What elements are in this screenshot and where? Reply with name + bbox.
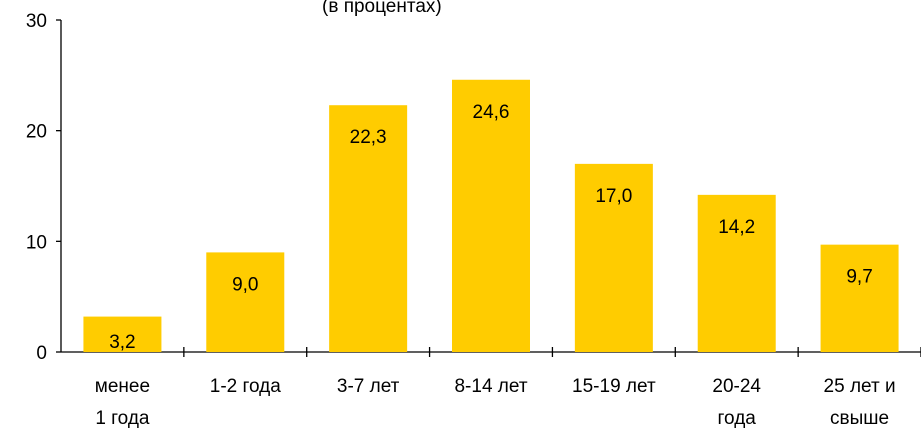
data-label: 14,2 (718, 217, 755, 238)
x-tick-label: 1 года (95, 408, 150, 429)
y-tick-label: 20 (26, 122, 47, 143)
y-axis: 0 10 20 30 (26, 11, 62, 364)
data-label: 3,2 (109, 332, 135, 353)
y-tick-label: 0 (36, 343, 47, 364)
chart-title: (в процентах) (322, 0, 442, 17)
data-label: 24,6 (473, 102, 510, 123)
bar (452, 79, 530, 352)
data-label: 22,3 (350, 127, 387, 148)
y-tick-label: 30 (26, 11, 47, 32)
bar (329, 105, 408, 352)
x-tick-label: свыше (830, 408, 889, 429)
data-label: 9,0 (232, 274, 258, 295)
bar (83, 316, 162, 352)
x-tick-label: 3-7 лет (337, 376, 400, 397)
data-label: 9,7 (846, 267, 872, 288)
x-tick-label: 15-19 лет (572, 376, 656, 397)
bar (820, 244, 899, 352)
x-tick-label: 8-14 лет (454, 376, 527, 397)
x-tick-label: 25 лет и (824, 376, 896, 397)
x-tick-label: менее (95, 376, 150, 397)
x-tick-label: 1-2 года (210, 376, 281, 397)
x-tick-label: года (718, 408, 757, 429)
bar (206, 252, 285, 352)
data-label: 17,0 (595, 186, 632, 207)
x-axis: менее 1 года 1-2 года 3-7 лет 8-14 лет 15-19 … (61, 347, 921, 429)
bars: 3,2 9,0 22,3 24,6 17,0 14,2 9,7 (83, 79, 899, 353)
x-tick-label: 20-24 (712, 376, 761, 397)
bar (697, 194, 776, 352)
y-tick-label: 10 (26, 232, 47, 253)
bar (574, 163, 653, 352)
